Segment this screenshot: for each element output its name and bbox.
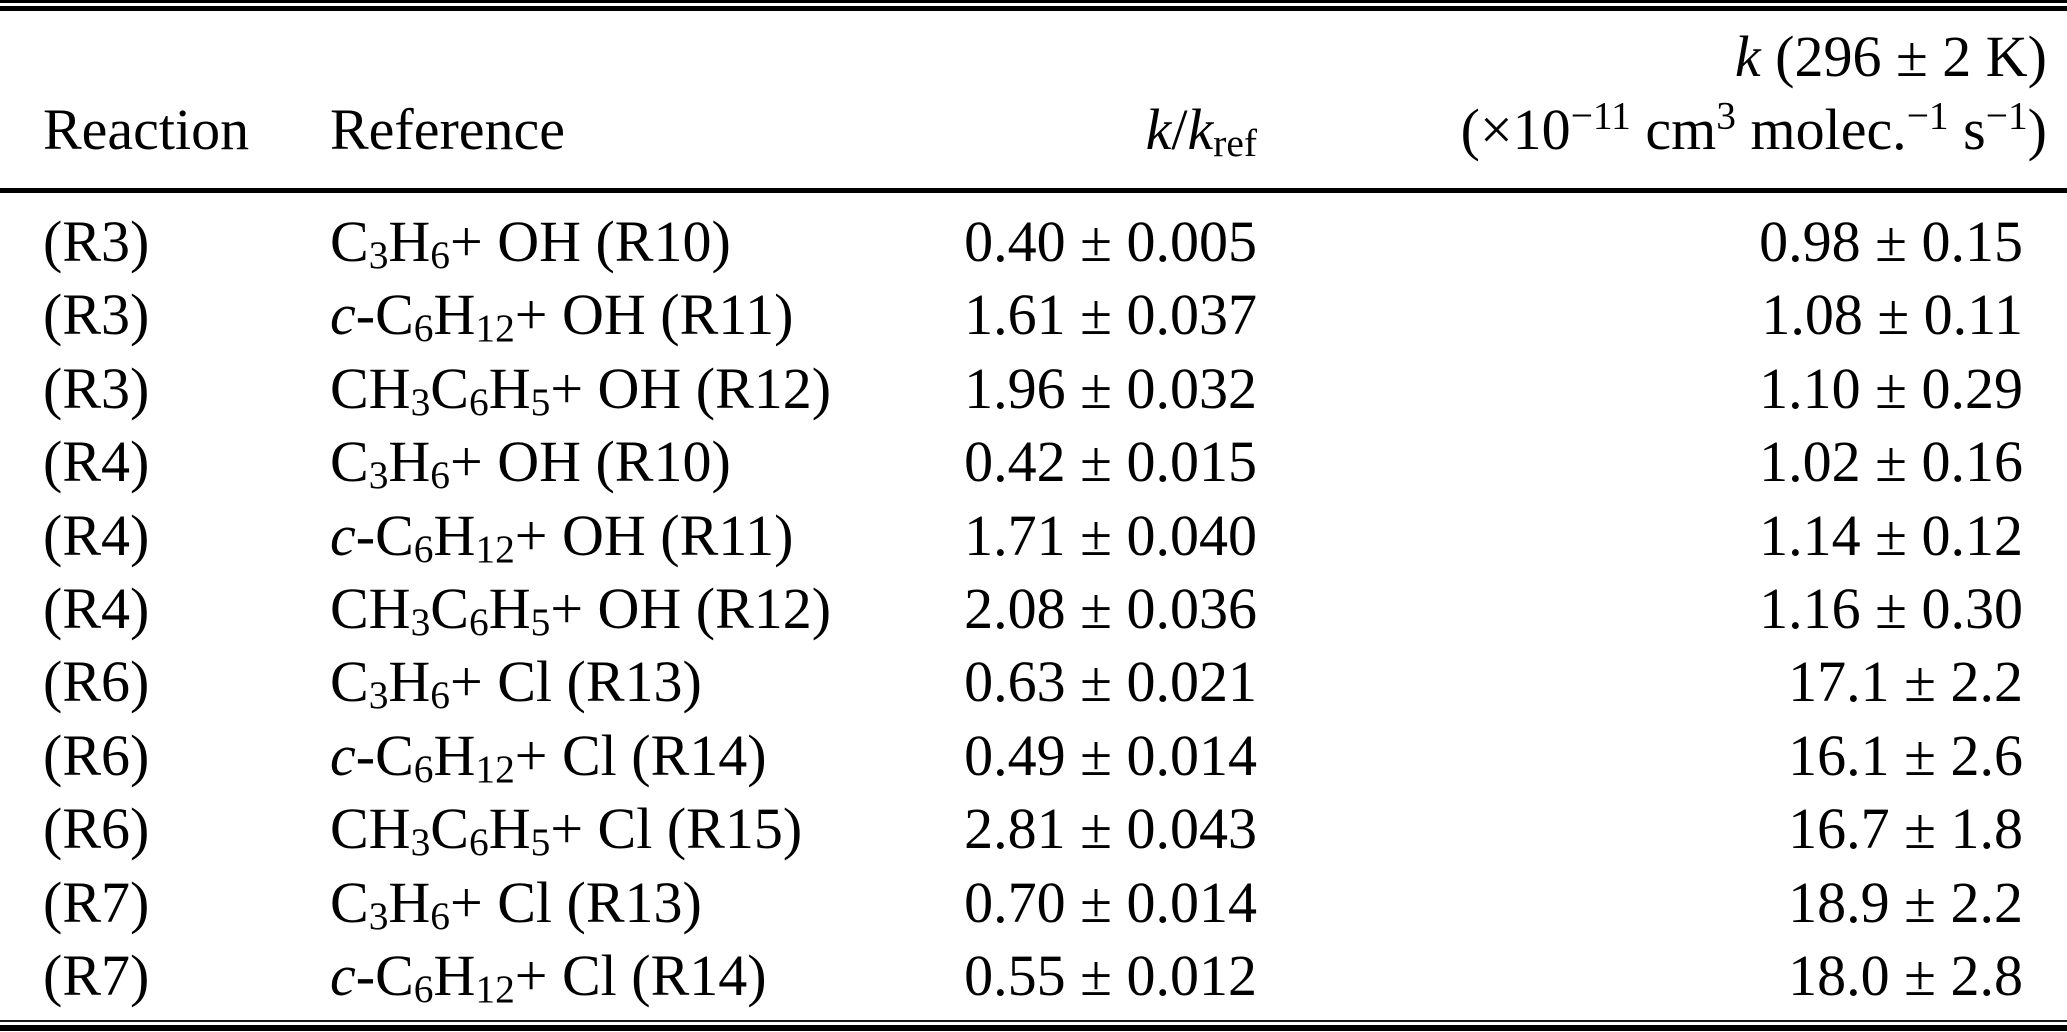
column-header-k-ratio: k/kref <box>1145 97 1257 166</box>
cell-reference: CH3C6H5+ Cl (R15) <box>330 796 803 865</box>
cell-k-ratio: 2.08 ± 0.036 <box>964 575 1257 641</box>
cell-reaction: (R7) <box>43 869 150 935</box>
cell-reaction: (R3) <box>43 282 150 348</box>
cell-reference: c-C6H12+ OH (R11) <box>330 502 794 571</box>
table-row: (R4) c-C6H12+ OH (R11) 1.71 ± 0.040 1.14… <box>0 499 2067 572</box>
cell-reference: CH3C6H5+ OH (R12) <box>330 355 832 424</box>
table-row: (R6) c-C6H12+ Cl (R14) 0.49 ± 0.014 16.1… <box>0 719 2067 792</box>
cell-k-value: 0.98 ± 0.15 <box>1759 209 2023 274</box>
cell-reference: c-C6H12+ Cl (R14) <box>330 722 767 791</box>
table-row: (R6) CH3C6H5+ Cl (R15) 2.81 ± 0.043 16.7… <box>0 792 2067 865</box>
column-header-reference: Reference <box>330 97 566 162</box>
table-body: (R3) C3H6+ OH (R10) 0.40 ± 0.005 0.98 ± … <box>0 205 2067 1012</box>
cell-k-value: 18.0 ± 2.8 <box>1788 942 2023 1008</box>
top-rule-thin <box>0 0 2067 3</box>
header-rule <box>0 188 2067 193</box>
cell-k-ratio: 1.61 ± 0.037 <box>964 282 1257 348</box>
cell-k-value: 18.9 ± 2.2 <box>1788 869 2023 935</box>
cell-reaction: (R6) <box>43 796 150 862</box>
cell-k-value: 1.10 ± 0.29 <box>1759 355 2023 421</box>
cell-k-ratio: 0.42 ± 0.015 <box>964 429 1257 495</box>
table-row: (R7) C3H6+ Cl (R13) 0.70 ± 0.014 18.9 ± … <box>0 866 2067 939</box>
cell-reference: C3H6+ Cl (R13) <box>330 649 702 718</box>
cell-reaction: (R4) <box>43 502 150 568</box>
cell-k-ratio: 0.70 ± 0.014 <box>964 869 1257 935</box>
table-row: (R4) C3H6+ OH (R10) 0.42 ± 0.015 1.02 ± … <box>0 425 2067 498</box>
cell-reaction: (R7) <box>43 942 150 1008</box>
cell-reference: C3H6+ OH (R10) <box>330 209 731 278</box>
cell-reference: c-C6H12+ OH (R11) <box>330 282 794 351</box>
cell-reaction: (R3) <box>43 209 150 274</box>
cell-reaction: (R4) <box>43 429 150 495</box>
cell-k-ratio: 0.55 ± 0.012 <box>964 942 1257 1008</box>
cell-reaction: (R6) <box>43 722 150 788</box>
cell-k-ratio: 2.81 ± 0.043 <box>964 796 1257 862</box>
table-row: (R6) C3H6+ Cl (R13) 0.63 ± 0.021 17.1 ± … <box>0 645 2067 718</box>
bottom-rule-thick <box>0 1025 2067 1031</box>
cell-k-ratio: 0.63 ± 0.021 <box>964 649 1257 715</box>
table-row: (R3) c-C6H12+ OH (R11) 1.61 ± 0.037 1.08… <box>0 278 2067 351</box>
cell-k-ratio: 1.96 ± 0.032 <box>964 355 1257 421</box>
column-header-k-296k-units: (×10−11 cm3 molec.−1 s−1) <box>1460 93 2047 163</box>
cell-reference: c-C6H12+ Cl (R14) <box>330 942 767 1011</box>
table-row: (R7) c-C6H12+ Cl (R14) 0.55 ± 0.012 18.0… <box>0 939 2067 1012</box>
cell-k-value: 16.1 ± 2.6 <box>1788 722 2023 788</box>
column-header-k-296k: k (296 ± 2 K) (×10−11 cm3 molec.−1 s−1) <box>1461 20 2047 167</box>
cell-reference: CH3C6H5+ OH (R12) <box>330 575 832 645</box>
cell-k-value: 1.14 ± 0.12 <box>1759 502 2023 568</box>
table-row: (R3) CH3C6H5+ OH (R12) 1.96 ± 0.032 1.10… <box>0 352 2067 425</box>
cell-reference: C3H6+ Cl (R13) <box>330 869 702 938</box>
cell-k-ratio: 1.71 ± 0.040 <box>964 502 1257 568</box>
cell-reaction: (R4) <box>43 575 150 641</box>
cell-reaction: (R3) <box>43 355 150 421</box>
cell-reference: C3H6+ OH (R10) <box>330 429 731 498</box>
cell-k-value: 1.08 ± 0.11 <box>1761 282 2023 348</box>
table-row: (R3) C3H6+ OH (R10) 0.40 ± 0.005 0.98 ± … <box>0 205 2067 278</box>
cell-k-value: 1.02 ± 0.16 <box>1759 429 2023 495</box>
top-rule-thick <box>0 6 2067 11</box>
cell-k-value: 1.16 ± 0.30 <box>1759 575 2023 641</box>
cell-k-value: 17.1 ± 2.2 <box>1788 649 2023 715</box>
cell-reaction: (R6) <box>43 649 150 715</box>
bottom-rule-thin <box>0 1020 2067 1022</box>
table-row: (R4) CH3C6H5+ OH (R12) 2.08 ± 0.036 1.16… <box>0 572 2067 645</box>
cell-k-value: 16.7 ± 1.8 <box>1788 796 2023 862</box>
column-header-reaction: Reaction <box>43 97 250 162</box>
cell-k-ratio: 0.40 ± 0.005 <box>964 209 1257 274</box>
column-header-k-296k-line1: k (296 ± 2 K) <box>1734 24 2047 89</box>
cell-k-ratio: 0.49 ± 0.014 <box>964 722 1257 788</box>
